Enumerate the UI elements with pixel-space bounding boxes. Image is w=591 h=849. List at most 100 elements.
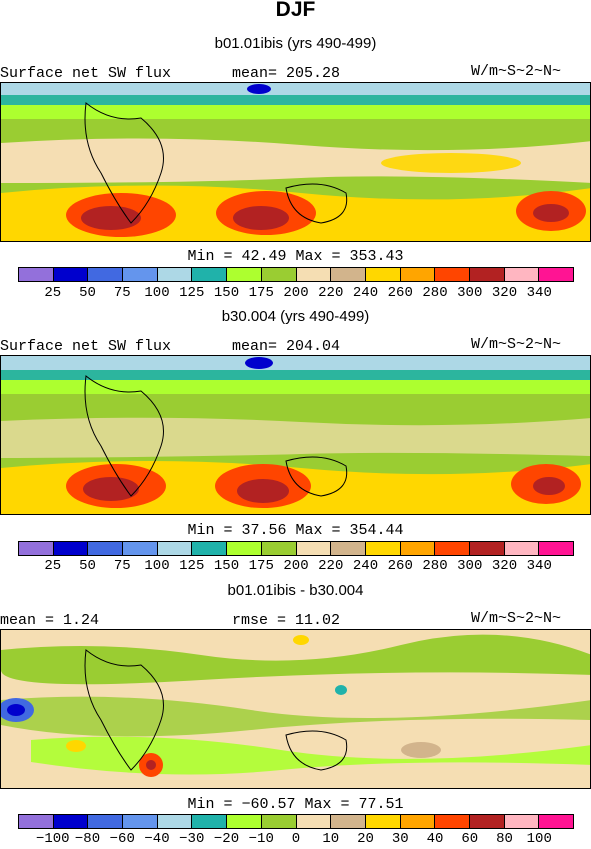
map-1-svg [1,83,590,241]
colorbar-swatch [400,542,436,555]
colorbar-swatch [53,268,89,281]
panel-3-rmse-label: rmse = 11.02 [232,612,341,629]
colorbar-swatch [53,542,89,555]
colorbar-swatch [539,268,573,281]
panel-2-units-label: W/m~S~2~N~ [471,336,562,353]
colorbar-swatch [19,542,54,555]
colorbar-label: 40 [426,831,444,847]
colorbar-swatch [192,815,228,828]
panel-2-left-label: Surface net SW flux [0,338,172,355]
colorbar-label: 100 [526,831,552,847]
colorbar-swatch [227,268,262,281]
colorbar-label: 220 [318,558,344,574]
colorbar-swatch [19,815,54,828]
colorbar-swatch [192,542,228,555]
panel-2-min-max: Min = 37.56 Max = 354.44 [187,522,404,539]
colorbar-swatch [504,542,540,555]
panel-1-left-label: Surface net SW flux [0,65,172,82]
figure-title: DJF [275,0,316,21]
colorbar-swatch [504,815,540,828]
panel-3-units-label: W/m~S~2~N~ [471,610,562,627]
map-2-svg [1,356,590,514]
panel-2-colorbar [18,541,574,556]
colorbar-label: 75 [113,285,131,301]
colorbar-label: 260 [387,285,413,301]
colorbar-swatch [400,815,436,828]
colorbar-swatch [469,542,505,555]
colorbar-swatch [435,268,470,281]
panel-1-min-max: Min = 42.49 Max = 353.43 [187,248,404,265]
panel-3-min-max: Min = −60.57 Max = 77.51 [187,796,404,813]
colorbar-label: 50 [79,285,96,301]
colorbar-label: 175 [248,558,274,574]
colorbar-label: 25 [44,285,62,301]
colorbar-label: 100 [144,558,170,574]
colorbar-label: −60 [109,831,135,847]
colorbar-swatch [88,268,124,281]
colorbar-label: 60 [461,831,479,847]
panel-2-title: b30.004 (yrs 490-499) [221,308,370,325]
colorbar-swatch [296,815,332,828]
colorbar-label: 50 [79,558,96,574]
panel-3-colorbar-labels: −100 −80 −60 −40 −30 −20 −10 0 10 20 30 40 60 80 100 [0,831,591,849]
panel-3-colorbar [18,814,574,829]
colorbar-swatch [261,542,297,555]
colorbar-label: 320 [491,285,518,301]
colorbar-swatch [123,542,158,555]
colorbar-label: 240 [352,558,379,574]
colorbar-swatch [53,815,89,828]
colorbar-label: 125 [179,558,205,574]
colorbar-label: 340 [526,285,552,301]
colorbar-swatch [331,815,366,828]
panel-3-title: b01.01ibis - b30.004 [227,582,364,599]
colorbar-swatch [539,815,573,828]
colorbar-swatch [435,542,470,555]
colorbar-label: 150 [213,285,240,301]
colorbar-label: −40 [144,831,170,847]
colorbar-label: 25 [44,558,62,574]
colorbar-swatch [331,268,366,281]
panel-1-colorbar-labels: 25 50 75 100 125 150 175 200 220 240 260 280 300 320 3… [0,285,591,303]
colorbar-label: 0 [291,831,301,847]
colorbar-swatch [331,542,366,555]
panel-3-mean-label: mean = 1.24 [0,612,100,629]
panel-1-title: b01.01ibis (yrs 490-499) [214,35,377,52]
colorbar-label: −10 [248,831,274,847]
colorbar-swatch [261,268,297,281]
panel-2-colorbar-labels: 25 50 75 100 125 150 175 200 220 240 260 280 300 320 3… [0,558,591,576]
colorbar-swatch [157,542,193,555]
colorbar-label: −20 [213,831,240,847]
panel-1-units-label: W/m~S~2~N~ [471,63,562,80]
colorbar-swatch [123,815,158,828]
colorbar-swatch [19,268,54,281]
colorbar-swatch [365,815,401,828]
colorbar-label: 20 [357,831,374,847]
colorbar-label: 240 [352,285,379,301]
colorbar-swatch [296,542,332,555]
colorbar-swatch [365,268,401,281]
colorbar-label: 100 [144,285,170,301]
colorbar-swatch [88,542,124,555]
colorbar-swatch [123,268,158,281]
colorbar-label: 320 [491,558,518,574]
colorbar-label: 150 [213,558,240,574]
colorbar-swatch [469,815,505,828]
colorbar-swatch [261,815,297,828]
colorbar-swatch [227,542,262,555]
colorbar-swatch [539,542,573,555]
colorbar-label: 80 [496,831,513,847]
panel-1-colorbar [18,267,574,282]
colorbar-label: 340 [526,558,552,574]
colorbar-label: 200 [283,285,309,301]
colorbar-label: 75 [113,558,131,574]
case-shortwave-map [0,355,591,515]
panel-1-mean-label: mean= 205.28 [232,65,341,82]
colorbar-swatch [192,268,228,281]
colorbar-swatch [400,268,436,281]
colorbar-swatch [435,815,470,828]
colorbar-swatch [157,815,193,828]
colorbar-swatch [365,542,401,555]
colorbar-label: 200 [283,558,309,574]
colorbar-label: −30 [179,831,205,847]
colorbar-label: −80 [74,831,101,847]
